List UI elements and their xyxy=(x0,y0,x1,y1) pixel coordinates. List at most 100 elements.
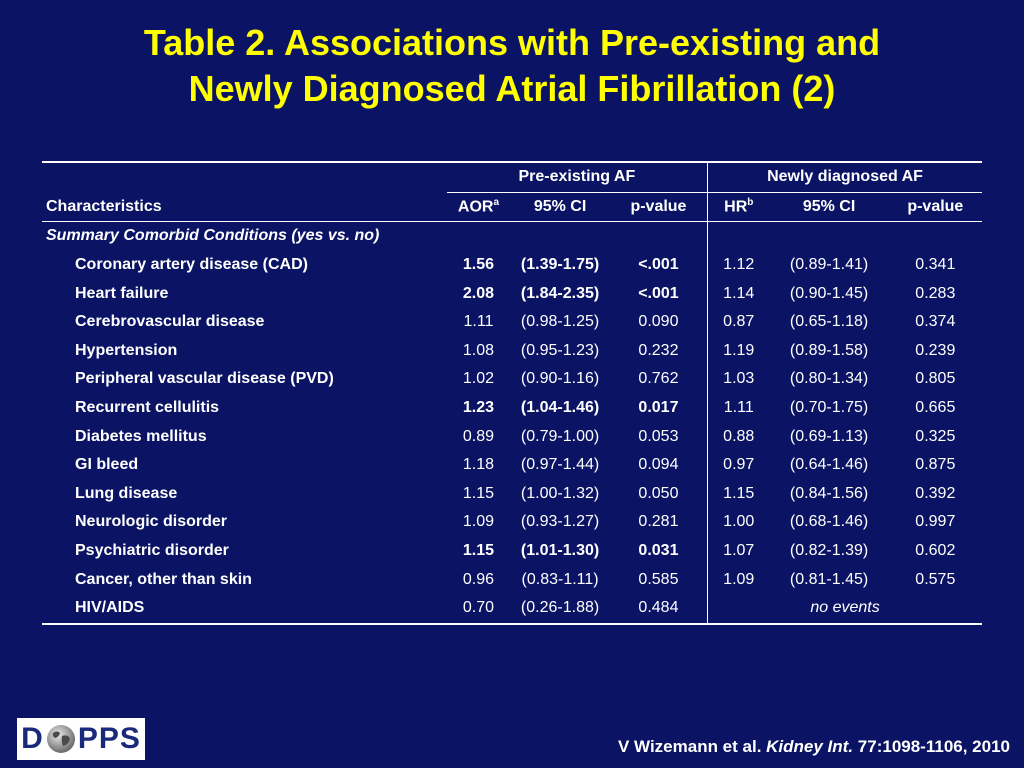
cell-aor: 1.02 xyxy=(462,370,495,388)
results-table: Pre-existing AF Newly diagnosed AF Chara… xyxy=(42,160,982,625)
col-ci-pre: 95% CI xyxy=(510,192,610,223)
row-label: Cancer, other than skin xyxy=(75,570,252,588)
cell-ci-new: (0.69-1.13) xyxy=(789,427,869,445)
cell-p-pre: 0.090 xyxy=(638,313,679,331)
cell-p-pre: 0.053 xyxy=(638,427,679,445)
row-label: Heart failure xyxy=(75,284,169,302)
section-row: Summary Comorbid Conditions (yes vs. no) xyxy=(42,221,982,251)
cell-ci-pre: (0.83-1.11) xyxy=(521,570,599,588)
cell-aor: 1.18 xyxy=(462,456,495,474)
cell-ci-pre: (1.84-2.35) xyxy=(520,284,600,302)
cell-p-pre: 0.094 xyxy=(638,456,679,474)
cell-aor: 0.70 xyxy=(446,593,511,625)
cell-hr: 1.15 xyxy=(707,479,770,509)
cell-p-pre: 0.017 xyxy=(638,399,679,417)
table-row: Lung disease 1.15 (1.00-1.32) 0.050 1.15 (0.8… xyxy=(42,479,982,509)
cell-ci-new: (0.84-1.56) xyxy=(789,484,869,502)
dopps-logo: D PPS xyxy=(17,718,145,760)
group-header-new: Newly diagnosed AF xyxy=(707,160,982,193)
column-header-row: Characteristics AORa 95% CI p-value HRb … xyxy=(42,192,982,223)
cell-ci-new: (0.89-1.58) xyxy=(789,341,869,359)
logo-text-right: PPS xyxy=(77,722,141,755)
table-row: Recurrent cellulitis 1.23 (1.04-1.46) 0.017… xyxy=(42,393,982,423)
cell-ci-pre: (1.00-1.32) xyxy=(520,484,600,502)
cell-ci-new: (0.64-1.46) xyxy=(789,456,869,474)
citation-journal: Kidney Int. xyxy=(766,737,854,756)
cell-p-new: 0.283 xyxy=(915,284,956,302)
cell-ci-new: (0.68-1.46) xyxy=(789,513,869,531)
cell-ci-pre: (1.04-1.46) xyxy=(520,399,600,417)
cell-ci-pre: (0.26-1.88) xyxy=(510,593,610,625)
cell-p-pre: 0.484 xyxy=(609,593,708,625)
row-label: Recurrent cellulitis xyxy=(75,399,220,417)
cell-ci-pre: (0.93-1.27) xyxy=(520,513,600,531)
group-header-pre: Pre-existing AF xyxy=(446,160,708,193)
row-label: Lung disease xyxy=(75,484,178,502)
cell-p-new: 0.239 xyxy=(915,341,956,359)
cell-p-pre: 0.281 xyxy=(638,513,679,531)
citation-ref: 77:1098-1106, 2010 xyxy=(857,737,1010,756)
cell-aor: 0.89 xyxy=(462,427,495,445)
cell-p-new: 0.997 xyxy=(915,513,956,531)
cell-p-pre: <.001 xyxy=(638,256,679,274)
col-aor: AORa xyxy=(446,192,511,223)
cell-p-new: 0.875 xyxy=(915,456,956,474)
table-body: Summary Comorbid Conditions (yes vs. no)… xyxy=(42,221,982,625)
cell-hr: 0.97 xyxy=(707,450,770,480)
logo-text-left: D xyxy=(21,722,44,755)
cell-hr: 1.07 xyxy=(707,536,770,566)
table-row: Cancer, other than skin 0.96 (0.83-1.11) 0.… xyxy=(42,565,982,594)
cell-ci-new: (0.65-1.18) xyxy=(789,313,869,331)
table-row: Neurologic disorder 1.09 (0.93-1.27) 0.281 1… xyxy=(42,508,982,537)
cell-ci-new: (0.89-1.41) xyxy=(789,256,869,274)
row-label: Psychiatric disorder xyxy=(75,542,229,560)
row-label: Coronary artery disease (CAD) xyxy=(75,256,308,274)
row-label: Hypertension xyxy=(75,341,178,359)
cell-p-new: 0.325 xyxy=(915,427,956,445)
title-line-1: Table 2. Associations with Pre-existing … xyxy=(143,22,881,63)
slide-title: Table 2. Associations with Pre-existing … xyxy=(0,20,1024,112)
cell-p-pre: 0.232 xyxy=(638,341,679,359)
table-row: Psychiatric disorder 1.15 (1.01-1.30) 0.031… xyxy=(42,536,982,566)
cell-p-pre: <.001 xyxy=(638,284,679,302)
cell-ci-new: (0.80-1.34) xyxy=(789,370,869,388)
table-row: Cerebrovascular disease 1.11 (0.98-1.25) 0.… xyxy=(42,307,982,337)
table-row: GI bleed 1.18 (0.97-1.44) 0.094 0.97 (0.64-1.… xyxy=(42,450,982,480)
cell-hr: 1.14 xyxy=(707,279,770,308)
cell-aor: 1.11 xyxy=(463,313,494,331)
cell-ci-pre: (0.95-1.23) xyxy=(520,341,600,359)
cell-p-new: 0.374 xyxy=(915,313,956,331)
cell-p-new: 0.341 xyxy=(915,256,956,274)
cell-p-pre: 0.585 xyxy=(638,570,679,588)
cell-ci-pre: (0.79-1.00) xyxy=(520,427,600,445)
table-row: HIV/AIDS 0.70 (0.26-1.88) 0.484 no events xyxy=(42,593,982,625)
col-characteristics: Characteristics xyxy=(42,192,447,223)
citation-authors: V Wizemann et al. xyxy=(617,737,762,756)
cell-hr: 1.00 xyxy=(707,508,770,537)
section-label: Summary Comorbid Conditions (yes vs. no) xyxy=(46,227,380,245)
cell-p-new: 0.392 xyxy=(915,484,956,502)
table-row: Coronary artery disease (CAD) 1.56 (1.39-1… xyxy=(42,250,982,280)
cell-aor: 1.15 xyxy=(462,484,495,502)
globe-icon xyxy=(46,724,76,754)
cell-aor: 1.56 xyxy=(462,256,495,274)
cell-no-events: no events xyxy=(707,593,982,625)
table-row: Diabetes mellitus 0.89 (0.79-1.00) 0.053 0.8… xyxy=(42,422,982,451)
cell-hr: 1.11 xyxy=(707,393,770,423)
table-row: Heart failure 2.08 (1.84-2.35) <.001 1.14 (0.… xyxy=(42,279,982,308)
cell-p-new: 0.602 xyxy=(915,542,956,560)
col-p-pre: p-value xyxy=(609,192,708,223)
row-label: Diabetes mellitus xyxy=(75,427,207,445)
cell-p-new: 0.665 xyxy=(915,399,956,417)
group-header-row: Pre-existing AF Newly diagnosed AF xyxy=(42,160,982,193)
cell-ci-pre: (0.90-1.16) xyxy=(520,370,600,388)
row-label: Peripheral vascular disease (PVD) xyxy=(75,370,334,388)
cell-hr: 1.03 xyxy=(707,365,770,394)
cell-ci-new: (0.82-1.39) xyxy=(789,542,869,560)
cell-p-pre: 0.762 xyxy=(638,370,679,388)
cell-aor: 1.09 xyxy=(462,513,495,531)
title-line-2: Newly Diagnosed Atrial Fibrillation (2) xyxy=(188,68,836,109)
col-p-new: p-value xyxy=(888,192,982,223)
cell-ci-new: (0.70-1.75) xyxy=(789,399,869,417)
